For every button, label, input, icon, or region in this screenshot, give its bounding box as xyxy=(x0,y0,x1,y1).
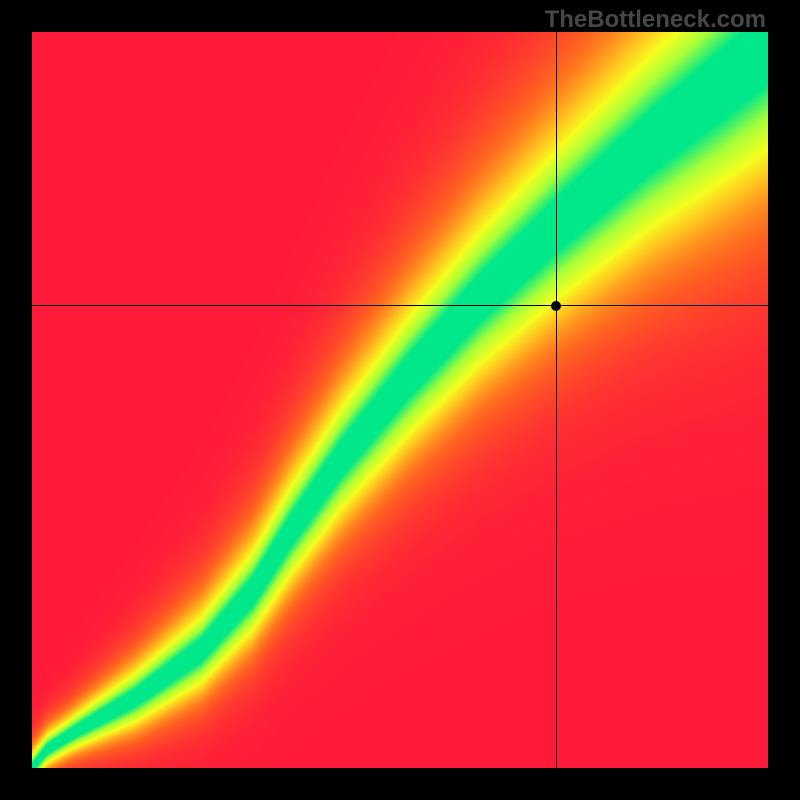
chart-container: TheBottleneck.com xyxy=(0,0,800,800)
marker-dot xyxy=(551,301,561,311)
bottleneck-heatmap xyxy=(32,32,768,768)
crosshair-vertical xyxy=(556,32,557,768)
crosshair-horizontal xyxy=(32,305,768,306)
watermark-text: TheBottleneck.com xyxy=(545,6,766,34)
